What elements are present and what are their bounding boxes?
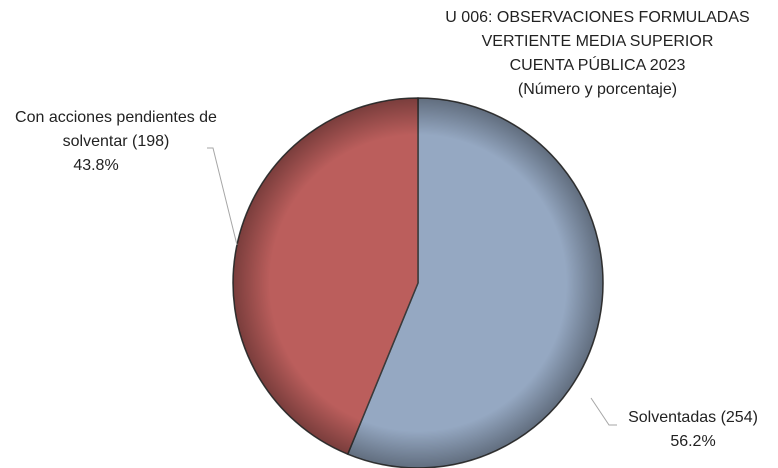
category-label: Con acciones pendientes de solventar (19… bbox=[15, 109, 217, 150]
pie-shading bbox=[233, 98, 603, 468]
slice-label: Con acciones pendientes de solventar (19… bbox=[2, 106, 230, 178]
slice-label: Solventadas (254) 56.2% bbox=[618, 406, 768, 454]
leader-line bbox=[590, 397, 617, 426]
title-line: VERTIENTE MEDIA SUPERIOR bbox=[481, 33, 714, 50]
title-line: U 006: OBSERVACIONES FORMULADAS bbox=[445, 9, 750, 26]
value-label: 43.8% bbox=[73, 157, 119, 174]
title-line: CUENTA PÚBLICA 2023 bbox=[509, 57, 686, 74]
leader-line bbox=[207, 147, 238, 246]
value-label: 56.2% bbox=[670, 433, 716, 450]
subtitle: (Número y porcentaje) bbox=[517, 81, 678, 98]
chart-title: U 006: OBSERVACIONES FORMULADAS VERTIENT… bbox=[420, 6, 775, 102]
category-label: Solventadas (254) bbox=[628, 409, 758, 426]
